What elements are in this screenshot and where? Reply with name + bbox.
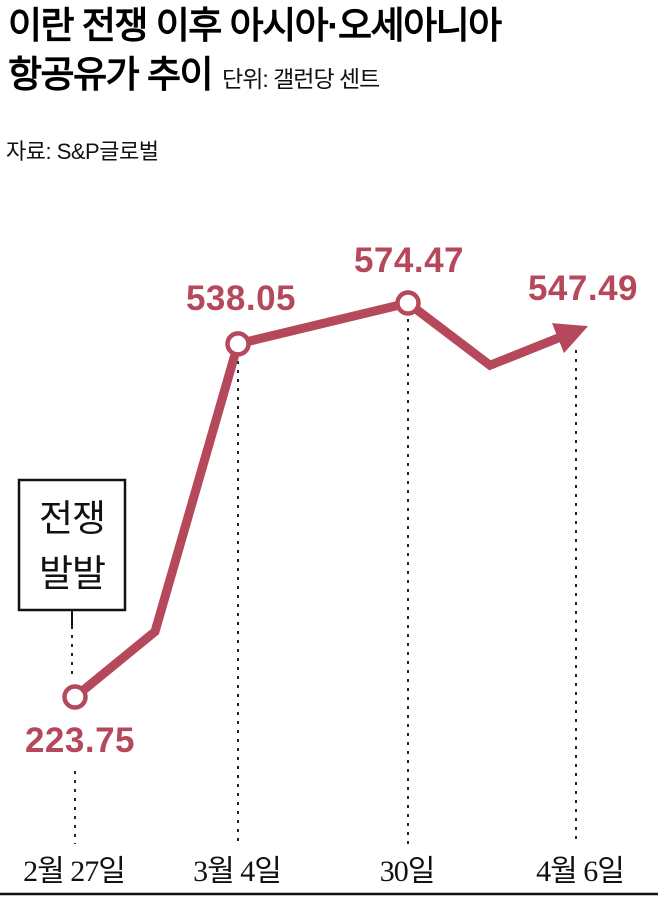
- trend-line: [72, 298, 589, 701]
- x-label-feb27: 2월 27일: [23, 855, 125, 888]
- value-label-mar30: 574.47: [354, 241, 464, 280]
- data-point-marker: [62, 684, 88, 710]
- title-line-2: 항공유가 추이: [8, 53, 214, 95]
- x-label-apr6: 4월 6일: [536, 855, 624, 888]
- annotation-text-line2: 발발: [39, 554, 105, 595]
- value-label-mar4: 538.05: [186, 279, 296, 318]
- value-label-feb27: 223.75: [25, 721, 135, 760]
- unit-label: 단위: 갤런당 센트: [222, 65, 380, 92]
- title-line-1: 이란 전쟁 이후 아시아·오세아니아: [8, 5, 502, 46]
- value-label-apr6: 547.49: [528, 269, 638, 308]
- x-label-mar30: 30일: [380, 855, 435, 888]
- data-point-markers: [62, 290, 421, 710]
- data-point-marker: [395, 290, 421, 316]
- source-label: 자료: S&P글로벌: [6, 139, 159, 164]
- data-point-marker: [225, 331, 251, 357]
- annotation-text-line1: 전쟁: [39, 499, 105, 540]
- annotation-box: [17, 478, 127, 612]
- fuel-price-line-chart: 전쟁 발발 223.75 538.05 574.47 547.49 2월 27일…: [0, 241, 658, 896]
- x-label-mar4: 3월 4일: [193, 855, 281, 888]
